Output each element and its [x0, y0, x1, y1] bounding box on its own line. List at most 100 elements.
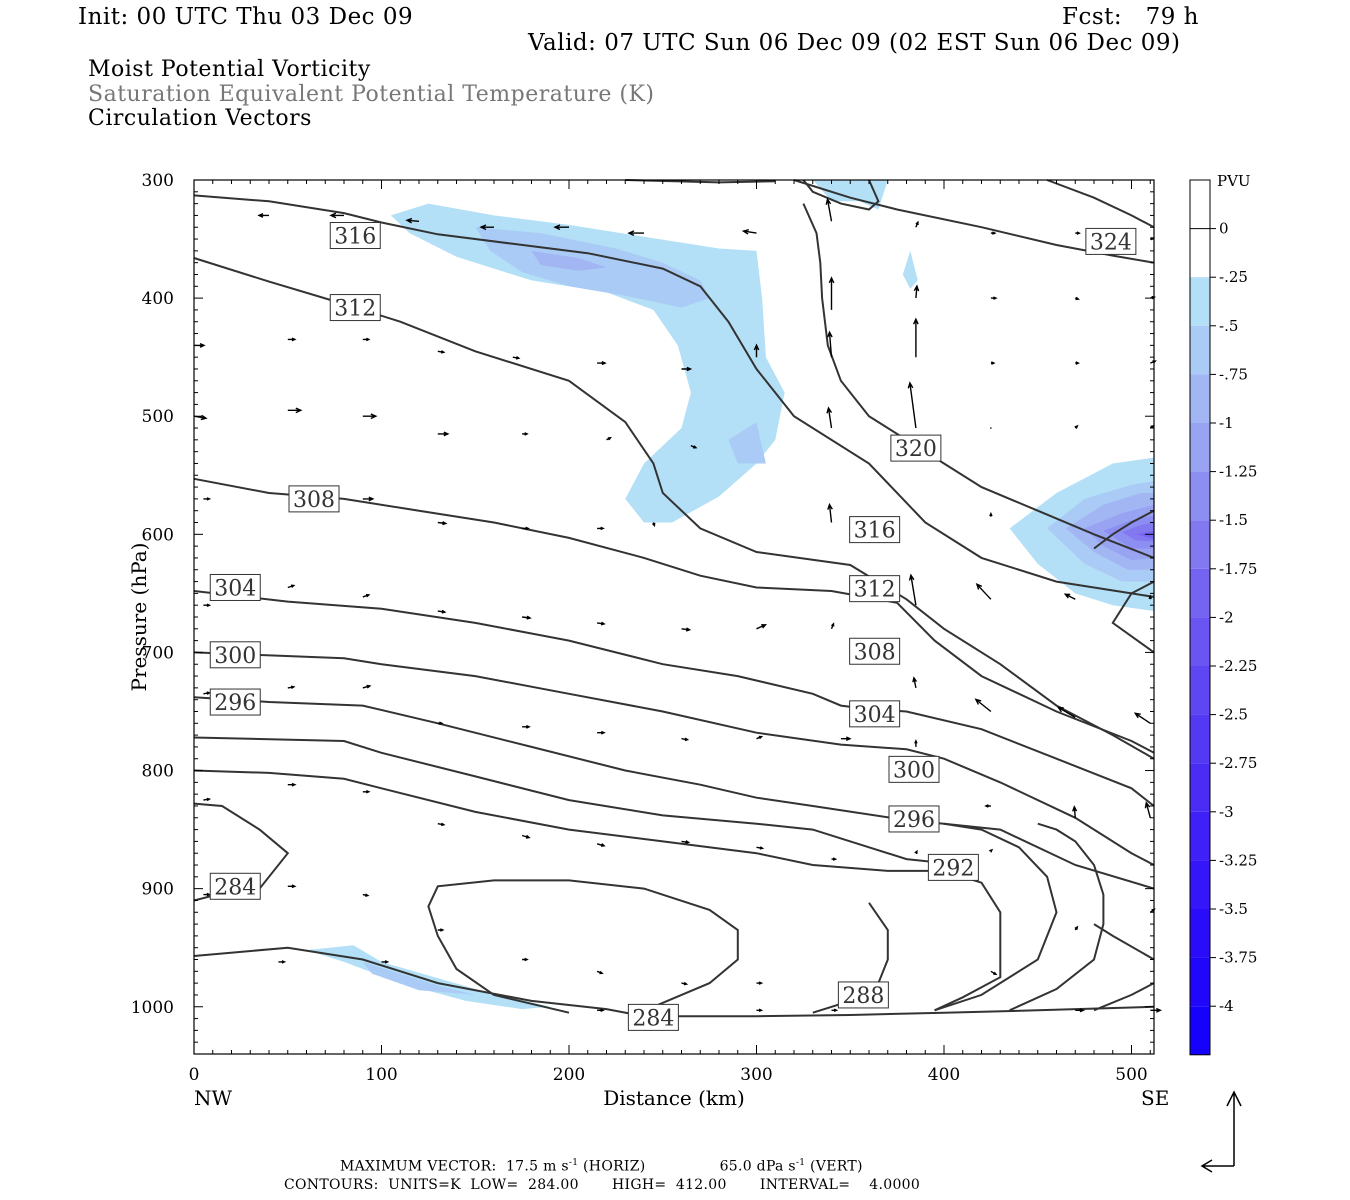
colorbar-swatch — [1190, 471, 1210, 521]
vector-arrow — [362, 593, 371, 598]
field-title-theta: Saturation Equivalent Potential Temperat… — [88, 82, 655, 107]
contour-label-box — [329, 294, 381, 322]
vector-arrow — [597, 1008, 605, 1013]
vector-arrow — [437, 928, 445, 932]
contour-label-box — [888, 755, 940, 783]
y-tick-label: 300 — [142, 171, 174, 191]
y-tick-label: 1000 — [131, 998, 174, 1018]
contour-label: 296 — [893, 808, 935, 833]
contour-label-box — [209, 641, 261, 669]
x-tick-label: 300 — [740, 1065, 772, 1085]
vector-arrow — [827, 330, 833, 358]
vector-arrow — [830, 622, 835, 630]
contour-label: 320 — [895, 437, 937, 462]
vector-arrow — [522, 432, 529, 436]
vector-arrow — [681, 627, 692, 632]
contour-label-box — [209, 573, 261, 601]
y-tick-label: 900 — [142, 880, 174, 900]
vector-arrow — [1075, 1008, 1086, 1013]
contour-label-box — [209, 688, 261, 716]
contour-label: 316 — [334, 225, 376, 250]
vector-arrow — [681, 737, 690, 742]
vector-arrow — [690, 445, 698, 449]
contour-labels: 316 324 312 320 308 316 304 312 300 308 296 304 300 2… — [209, 222, 1137, 1031]
vector-arrow — [990, 361, 996, 365]
colorbar-swatch — [1190, 1006, 1210, 1055]
colorbar-swatch — [1190, 374, 1210, 423]
contour-label-box — [837, 981, 889, 1009]
colorbar-swatch — [1190, 520, 1210, 569]
vector-arrow — [1063, 593, 1076, 600]
mpv-region — [728, 422, 766, 464]
vector-arrow — [203, 603, 212, 607]
vector-arrow — [203, 497, 212, 501]
colorbar-label: -2.75 — [1219, 754, 1257, 772]
vector-arrow — [913, 284, 920, 299]
colorbar-label: -2 — [1219, 608, 1234, 626]
colorbar-label: -2.5 — [1219, 706, 1248, 724]
contour-label-box — [849, 637, 901, 665]
theta-contour — [193, 590, 1155, 807]
vector-arrow — [1074, 424, 1079, 429]
vector-arrow — [990, 970, 998, 976]
se-end-label: SE — [1141, 1086, 1169, 1110]
axes: 0 100 200 300 400 500 300 400 500 600 700 800 900 100… — [131, 171, 1154, 1085]
colorbar-swatch — [1190, 423, 1210, 472]
vector-arrow — [437, 521, 448, 526]
vector-arrow — [756, 624, 768, 630]
forecast-hour: Fcst: 79 h — [1062, 4, 1199, 30]
contour-label: 308 — [293, 488, 335, 513]
vector-arrow — [1144, 801, 1151, 818]
vector-arrow — [437, 350, 446, 354]
vector-arrow — [437, 431, 450, 437]
theta-contour — [427, 879, 739, 1014]
colorbar-label: -1.25 — [1219, 463, 1257, 481]
vector-arrow — [1072, 805, 1078, 818]
colorbar-swatch — [1190, 957, 1210, 1007]
theta-contour — [193, 696, 1155, 890]
contour-label-box — [329, 222, 381, 250]
vector-arrow — [831, 1008, 839, 1013]
vector-arrow — [753, 343, 760, 358]
vector-arrow — [522, 615, 532, 620]
vector-arrow — [989, 848, 994, 853]
mpv-region — [1137, 530, 1154, 539]
vector-arrow — [1133, 712, 1151, 724]
contour-label-box — [890, 434, 942, 462]
colorbar-unit: PVU — [1217, 172, 1251, 190]
vector-arrow — [479, 224, 494, 231]
colorbar-label: -.5 — [1219, 317, 1238, 335]
colorbar-label: -3.25 — [1219, 851, 1257, 869]
colorbar-swatch — [1190, 811, 1210, 861]
contour-info-line: CONTOURS: UNITS=K LOW= 284.00 HIGH= 412.… — [284, 1177, 921, 1193]
vector-arrow — [362, 684, 372, 689]
vector-arrow — [627, 230, 644, 237]
max-vector-line: MAXIMUM VECTOR: 17.5 m s-1 (HORIZ) 65.0 d… — [340, 1158, 863, 1175]
contour-label: 300 — [893, 758, 935, 783]
colorbar-swatch — [1190, 228, 1210, 278]
vector-arrow — [651, 522, 656, 528]
contour-label: 304 — [214, 576, 256, 601]
vector-arrow — [597, 360, 607, 366]
contour-label: 312 — [854, 578, 896, 603]
vector-arrow — [741, 229, 757, 235]
vector-arrow — [975, 583, 992, 600]
contour-label: 292 — [932, 856, 974, 881]
colorbar-label: -.25 — [1219, 268, 1248, 286]
vector-arrow — [826, 406, 833, 429]
colorbar-label: -.75 — [1219, 365, 1248, 383]
vector-arrow — [596, 843, 606, 847]
vector-arrow — [912, 317, 919, 358]
vector-arrow — [521, 834, 531, 839]
contour-label: 324 — [1090, 230, 1132, 255]
colorbar-label: -3 — [1219, 803, 1234, 821]
theta-contour — [934, 822, 1058, 1012]
theta-contour — [1093, 509, 1155, 550]
reference-vector-icon — [1200, 1090, 1242, 1173]
vector-arrow — [362, 893, 370, 897]
contour-label-box — [288, 485, 340, 513]
vector-arrow — [915, 220, 919, 228]
contour-label-box — [849, 575, 901, 603]
vector-arrow — [287, 407, 303, 414]
